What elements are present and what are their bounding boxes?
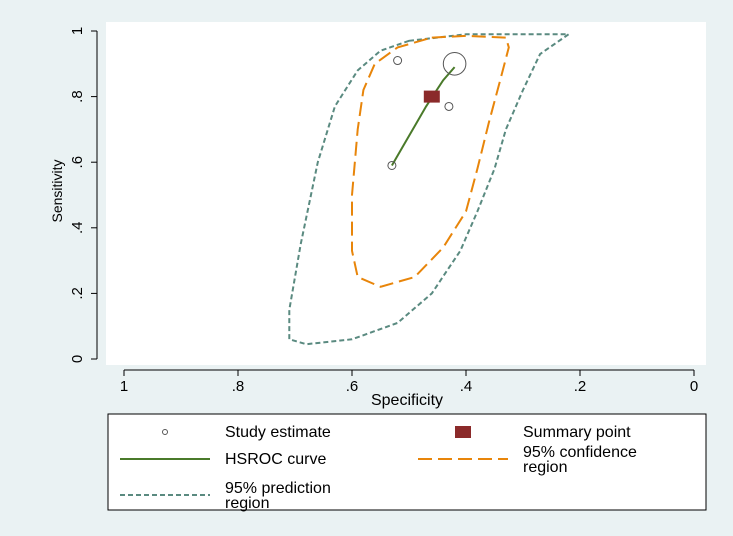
legend-label-hsroc: HSROC curve bbox=[225, 451, 326, 468]
y-tick-label: .4 bbox=[69, 222, 86, 235]
legend-box bbox=[107, 413, 707, 511]
legend-label-line: Study estimate bbox=[225, 424, 331, 441]
x-axis-title: Specificity bbox=[371, 392, 443, 409]
y-axis-title: Sensitivity bbox=[49, 159, 65, 222]
y-ticks: 0 .2 .4 .6 .8 1 bbox=[69, 27, 97, 363]
legend-label-study: Study estimate bbox=[225, 424, 331, 441]
x-tick-label: 1 bbox=[120, 378, 128, 395]
study-estimate-point-1 bbox=[393, 56, 403, 66]
y-tick-label: 1 bbox=[69, 27, 86, 35]
study-estimate-point-2 bbox=[442, 52, 467, 76]
hsroc-curve-line bbox=[391, 66, 456, 167]
y-tick-label: .8 bbox=[69, 90, 86, 103]
legend-label-confidence: 95% confidence region bbox=[523, 444, 637, 476]
legend-label-line: 95% prediction bbox=[225, 480, 331, 497]
legend-symbol-study-estimate bbox=[162, 429, 168, 435]
x-tick-label: .4 bbox=[460, 378, 473, 395]
axes-layer: 0 .2 .4 .6 .8 1 1 .8 .6 .4 .2 0 Specificity Sensit… bbox=[49, 27, 698, 409]
confidence-region-line bbox=[351, 34, 510, 288]
legend-label-prediction: 95% prediction region bbox=[225, 480, 331, 512]
regions-layer bbox=[288, 33, 572, 346]
legend-label-line: region bbox=[523, 459, 567, 476]
marks-layer bbox=[387, 52, 467, 170]
study-estimate-point-3 bbox=[444, 101, 454, 111]
x-tick-label: .8 bbox=[232, 378, 245, 395]
y-tick-label: 0 bbox=[69, 355, 86, 363]
plot-area bbox=[106, 22, 706, 365]
y-tick-label: .6 bbox=[69, 156, 86, 169]
legend-label-line: HSROC curve bbox=[225, 451, 326, 468]
x-ticks: 1 .8 .6 .4 .2 0 bbox=[120, 370, 698, 395]
legend-items: Study estimate Summary point HSROC curve 95… bbox=[120, 424, 637, 512]
x-tick-label: .2 bbox=[574, 378, 587, 395]
legend-symbol-summary-point bbox=[455, 426, 471, 438]
legend-label-line: region bbox=[225, 495, 269, 512]
legend-label-line: 95% confidence bbox=[523, 444, 637, 461]
x-tick-label: 0 bbox=[690, 378, 698, 395]
legend-label-summary: Summary point bbox=[523, 424, 631, 441]
x-tick-label: .6 bbox=[346, 378, 359, 395]
y-tick-label: .2 bbox=[69, 287, 86, 300]
legend-label-line: Summary point bbox=[523, 424, 631, 441]
summary-point-marker bbox=[423, 90, 440, 103]
study-estimate-point-4 bbox=[387, 160, 397, 170]
prediction-region-line bbox=[288, 33, 572, 346]
legend: Study estimate Summary point HSROC curve 95… bbox=[107, 413, 707, 512]
